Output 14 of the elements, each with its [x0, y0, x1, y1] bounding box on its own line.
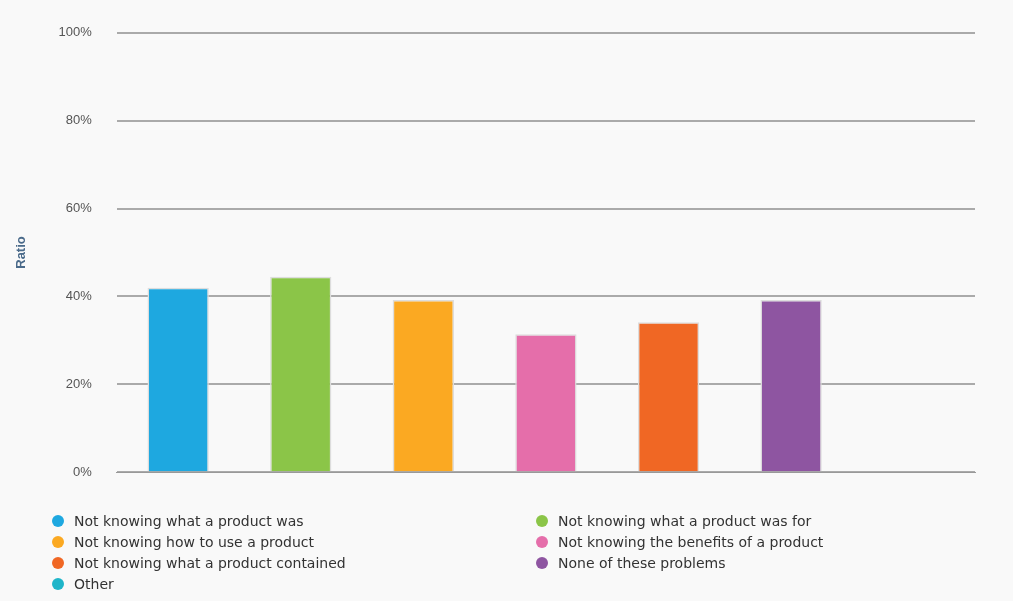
legend-label: Not knowing what a product was: [74, 512, 304, 529]
legend-label: None of these problems: [558, 554, 726, 571]
y-tick-label: 40%: [65, 288, 93, 304]
y-tick-label: 0%: [73, 463, 93, 479]
legend-label: Other: [74, 575, 114, 592]
legend-label: Not knowing what a product contained: [74, 554, 346, 571]
legend-label: Not knowing what a product was for: [558, 512, 812, 529]
y-tick-label: 20%: [65, 375, 93, 391]
legend-label: Not knowing the benefits of a product: [558, 533, 824, 550]
y-tick-label: 60%: [65, 200, 93, 216]
y-tick-label: 100%: [58, 24, 93, 40]
y-axis-title: Ratio: [13, 236, 29, 269]
y-tick-label: 80%: [65, 112, 93, 128]
legend-label: Not knowing how to use a product: [74, 533, 315, 550]
